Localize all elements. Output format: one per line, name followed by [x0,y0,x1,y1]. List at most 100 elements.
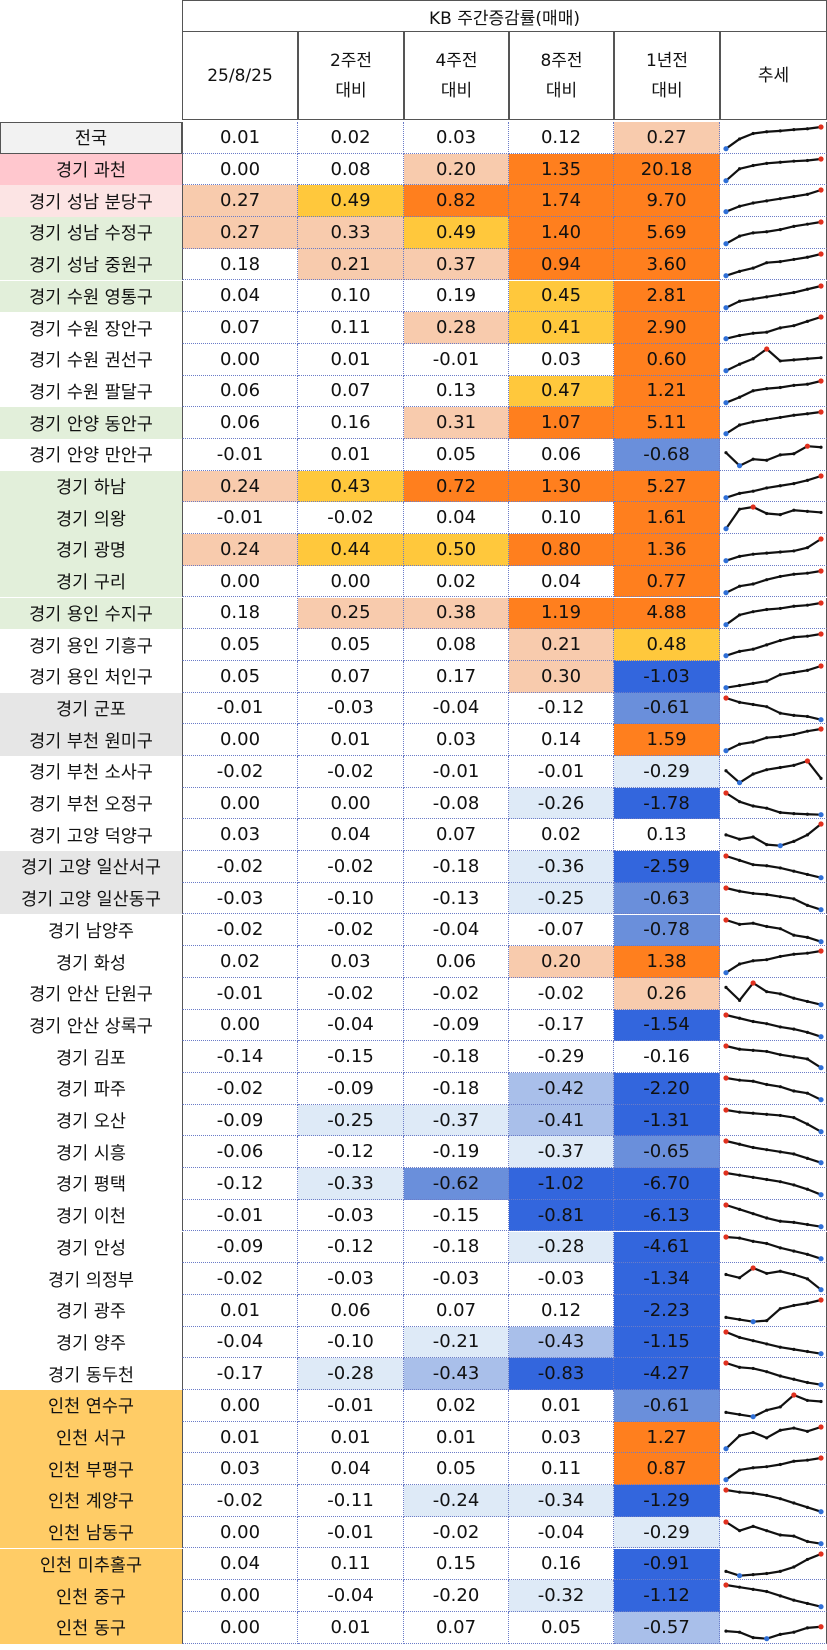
trend-point [751,647,755,651]
trend-sparkline [723,726,824,754]
trend-line [725,633,822,657]
value-cell: 0.80 [509,534,614,566]
trend-point [778,1463,782,1467]
trend-point [805,729,810,734]
trend-point [792,1426,796,1430]
value-cell: -0.04 [509,1516,614,1549]
trend-point [792,413,796,418]
trend-point [765,577,769,582]
trend-point [778,894,782,899]
value-cell: 0.05 [182,629,298,661]
trend-point [792,509,796,513]
value-cell: 0.12 [509,122,614,154]
value-cell: -1.15 [614,1326,720,1359]
trend-point [805,1301,810,1305]
trend-line [725,855,822,879]
trend-point [765,1370,769,1374]
trend-sparkline-cell [720,1421,827,1454]
region-name: 경기 용인 수지구 [0,597,182,630]
trend-sparkline [724,980,824,1008]
trend-point [792,1534,796,1538]
value-cell: -0.37 [509,1136,614,1169]
value-cell: 0.07 [404,819,509,852]
trend-line [725,506,822,530]
trend-point [737,1235,742,1240]
value-cell: 0.00 [182,343,298,376]
value-cell: 0.30 [509,660,614,693]
trend-high-point [818,599,824,606]
trend-line [725,316,822,340]
trend-sparkline-cell [720,1358,827,1390]
value-cell: -0.03 [298,692,404,725]
value-cell: -0.32 [509,1580,614,1612]
trend-point [778,1428,782,1432]
value-cell: 5.27 [614,470,720,503]
value-cell: -0.29 [614,756,720,788]
trend-sparkline-cell [720,1104,827,1137]
trend-point [792,383,796,387]
value-cell: 0.72 [404,470,509,503]
trend-point [737,1110,742,1114]
value-cell: 0.07 [298,660,404,693]
trend-point [724,1569,728,1573]
trend-point [805,1398,810,1403]
value-cell: 0.00 [182,1580,298,1612]
trend-point [737,395,742,399]
value-cell: 0.07 [404,1611,509,1644]
trend-high-point [818,948,824,954]
value-cell: -0.01 [182,439,298,471]
value-cell: 1.38 [614,946,720,978]
trend-point [751,1587,755,1592]
trend-sparkline [723,1202,824,1230]
value-cell: 0.00 [182,787,298,820]
trend-point [751,835,755,840]
trend-low-point [818,875,824,881]
trend-line [725,445,822,467]
value-cell: 0.01 [509,1390,614,1422]
trend-high-point [818,631,824,637]
value-cell: 0.00 [182,1611,298,1644]
trend-sparkline [724,443,823,469]
trend-sparkline [724,1265,824,1293]
trend-sparkline [724,1297,824,1325]
trend-sparkline-cell [720,470,827,503]
trend-point [765,294,769,298]
trend-sparkline [723,1582,824,1610]
value-cell: 0.03 [404,122,509,154]
value-cell: -1.78 [614,787,720,820]
trend-sparkline [723,251,824,279]
region-name: 경기 부천 원미구 [0,724,182,756]
trend-point [751,740,755,744]
trend-point [792,635,796,640]
trend-point [765,1112,769,1116]
trend-sparkline [723,346,823,374]
value-cell: 0.13 [614,819,720,852]
trend-point [792,604,796,608]
trend-point [792,324,796,328]
trend-point [792,1027,796,1031]
trend-point [778,1113,782,1117]
value-cell: -0.68 [614,439,720,471]
value-cell: 0.21 [298,248,404,281]
value-cell: 0.37 [404,248,509,281]
trend-point [805,478,810,482]
trend-line [725,823,822,848]
trend-line [725,1625,822,1640]
trend-sparkline [723,473,824,500]
trend-point [765,330,769,334]
value-cell: -0.43 [404,1358,509,1390]
region-name: 경기 수원 권선구 [29,351,153,372]
value-cell: -0.02 [182,851,298,883]
trend-point [778,1053,782,1057]
value-cell: -0.28 [509,1231,614,1264]
trend-point [792,195,796,199]
trend-sparkline [723,1360,824,1388]
value-cell: 1.27 [614,1421,720,1454]
trend-sparkline [723,377,824,405]
value-cell: 0.00 [182,153,298,186]
column-header: 4주전 대비 [404,32,509,120]
trend-sparkline [723,124,824,152]
trend-high-point [818,251,824,257]
trend-sparkline [723,1011,824,1039]
trend-sparkline-cell [720,1009,827,1042]
